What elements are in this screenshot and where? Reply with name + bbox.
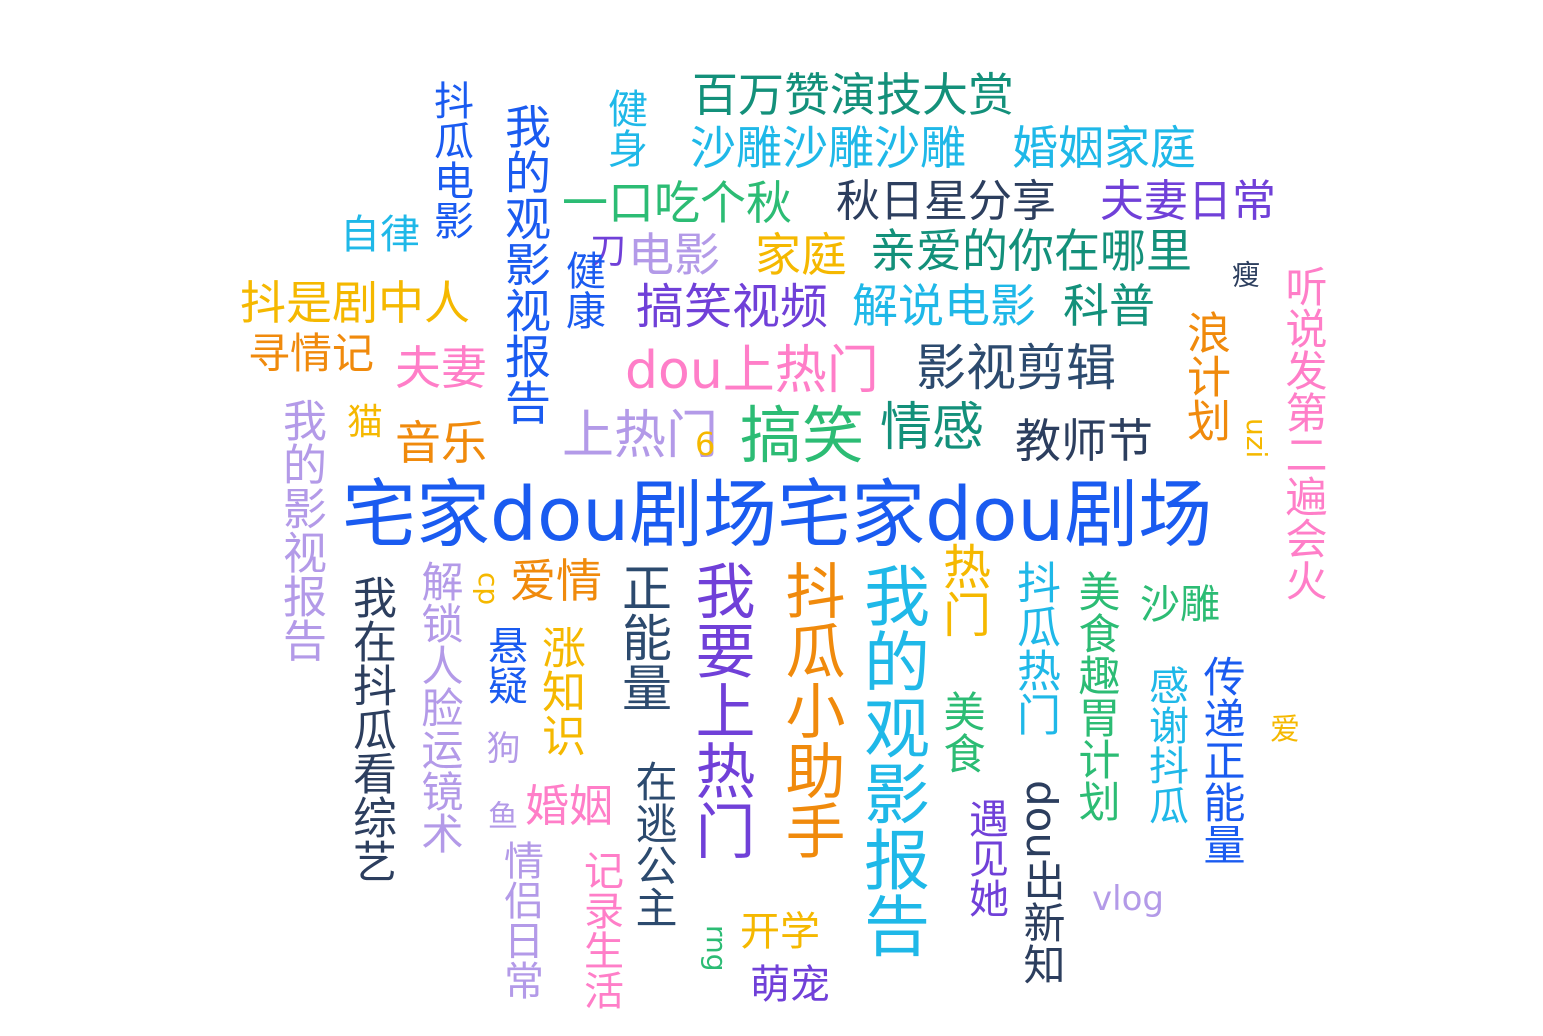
word-cloud-term[interactable]: 正能量 [614,562,672,712]
word-cloud-term[interactable]: 亲爱的你在哪里 [870,224,1192,278]
word-cloud-term[interactable]: 在逃公主 [629,760,678,928]
word-cloud-term[interactable]: 浪计划 [1179,310,1230,442]
word-cloud-term[interactable]: 秋日星分享 [836,176,1056,227]
word-cloud-term[interactable]: 我在抖瓜看综艺 [345,575,396,883]
word-cloud-term[interactable]: 沙雕沙雕沙雕 [690,121,966,175]
word-cloud-term[interactable]: dou上热门 [625,341,879,401]
word-cloud-term[interactable]: 教师节 [1015,414,1153,468]
word-cloud-term[interactable]: 爱 [1264,713,1299,743]
word-cloud-term[interactable]: 萌宠 [750,962,830,1008]
word-cloud-term[interactable]: 抖瓜热门 [1009,560,1060,736]
word-cloud-term[interactable]: dou出新知 [1017,780,1066,985]
word-cloud-term[interactable]: 婚姻家庭 [1012,121,1196,175]
word-cloud-term[interactable]: 婚姻 [525,781,613,832]
word-cloud-term[interactable]: 科普 [1063,279,1155,333]
word-cloud-term[interactable]: 影视剪辑 [916,339,1116,397]
word-cloud-term[interactable]: 音乐 [395,416,487,470]
word-cloud-term[interactable]: 猫 [347,402,384,443]
word-cloud-term[interactable]: 我要上热门 [685,560,755,860]
word-cloud-term[interactable]: 抖瓜电影 [427,80,473,240]
word-cloud-term[interactable]: 悬疑 [481,625,527,705]
word-cloud-term[interactable]: 搞笑视频 [636,279,829,335]
word-cloud-term[interactable]: 遇见她 [962,798,1008,918]
word-cloud-term[interactable]: 热门 [934,542,990,638]
word-cloud-term[interactable]: 狗 [480,730,520,764]
word-cloud-term[interactable]: 6 [695,425,716,463]
word-cloud-term[interactable]: 我的影视报告 [275,398,326,662]
word-cloud-term[interactable]: 电影 [628,228,720,282]
word-cloud-term[interactable]: 健康 [559,250,605,330]
word-cloud-term[interactable]: 家庭 [755,228,847,282]
word-cloud-term[interactable]: 宅家dou剧场宅家dou剧场 [342,472,1213,558]
word-cloud-term[interactable]: 一口吃个秋 [562,176,792,230]
word-cloud-term[interactable]: 抖瓜小助手 [775,560,845,860]
word-cloud-term[interactable]: 感谢抖瓜 [1142,665,1188,825]
word-cloud-term[interactable]: uzi [1240,418,1273,459]
word-cloud-term[interactable]: 刀 [590,231,627,272]
word-cloud-term[interactable]: 我的观影视报告 [498,103,552,425]
word-cloud-term[interactable]: 听说发第二遍会火 [1279,265,1328,601]
word-cloud-term[interactable]: 抖是剧中人 [240,276,470,330]
word-cloud-term[interactable]: 沙雕 [1140,582,1220,628]
word-cloud-term[interactable]: 美食趣胃计划 [1072,570,1121,822]
word-cloud-term[interactable]: cp [472,572,505,606]
word-cloud-term[interactable]: 瘦 [1228,260,1261,288]
word-cloud-term[interactable]: 夫妻 [395,341,487,395]
word-cloud-term[interactable]: rng [700,925,733,972]
word-cloud-term[interactable]: 寻情记 [248,329,375,378]
word-cloud-term[interactable]: vlog [1092,879,1164,919]
word-cloud-term[interactable]: 解锁人脸运镜术 [415,560,464,854]
word-cloud-term[interactable]: 健身 [601,88,647,168]
word-cloud-term[interactable]: 自律 [340,212,420,258]
word-cloud-term[interactable]: 美食 [937,690,986,774]
word-cloud-term[interactable]: 开学 [740,909,820,955]
word-cloud-term[interactable]: 解说电影 [852,279,1036,333]
word-cloud-term[interactable]: 夫妻日常 [1100,176,1276,227]
word-cloud-term[interactable]: 情感 [880,398,985,458]
word-cloud-term[interactable]: 记录生活 [577,850,623,1010]
word-cloud-term[interactable]: 传递正能量 [1197,655,1246,865]
word-cloud-term[interactable]: 百万赞演技大赏 [692,68,1014,122]
word-cloud-term[interactable]: 搞笑 [740,399,865,472]
word-cloud-term[interactable]: 情侣日常 [497,840,543,1000]
word-cloud-term[interactable]: 我的观影报告 [853,562,930,958]
word-cloud-term[interactable]: 爱情 [510,554,602,608]
word-cloud-term[interactable]: 涨知识 [534,625,585,757]
word-cloud-term[interactable]: 上热门 [562,406,719,466]
word-cloud-term[interactable]: 鱼 [482,800,517,830]
